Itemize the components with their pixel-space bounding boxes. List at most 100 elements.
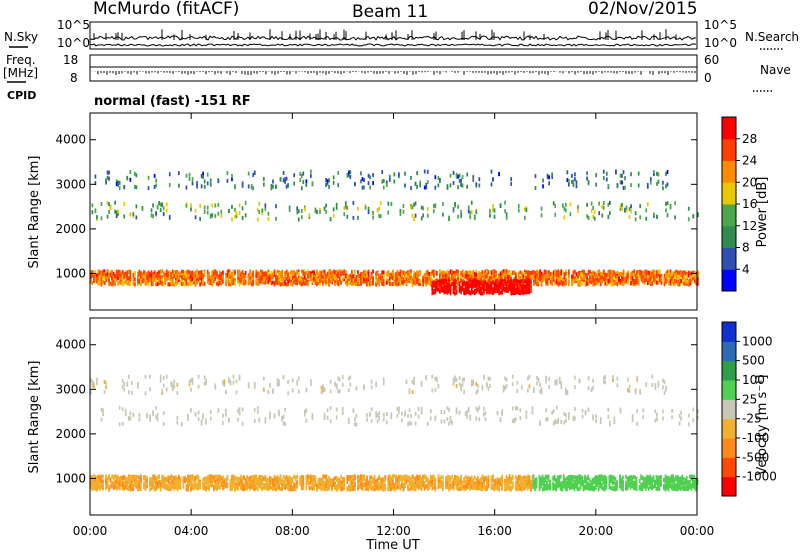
heatmap-cell [310, 277, 312, 282]
heatmap-cell [109, 281, 112, 286]
heatmap-cell [460, 278, 462, 283]
heatmap-cell [404, 278, 406, 283]
heatmap-cell [182, 476, 185, 481]
heatmap-cell [244, 279, 247, 284]
heatmap-cell [231, 277, 233, 282]
heatmap-cell [168, 282, 171, 287]
heatmap-cell [622, 273, 625, 278]
heatmap-cell [432, 282, 435, 287]
heatmap-cell [256, 282, 259, 287]
heatmap-cell [188, 279, 191, 284]
heatmap-cell [442, 270, 444, 275]
heatmap-cell [595, 276, 598, 281]
heatmap-cell [648, 278, 651, 283]
heatmap-cell [347, 170, 350, 175]
heatmap-cell [586, 275, 588, 280]
heatmap-cell [363, 275, 365, 280]
heatmap-cell [572, 280, 575, 285]
heatmap-cell [467, 278, 470, 283]
heatmap-cell [144, 276, 147, 281]
heatmap-cell [153, 479, 156, 484]
heatmap-cell [630, 172, 632, 177]
heatmap-cell [259, 485, 262, 490]
heatmap-cell [401, 270, 403, 275]
heatmap-cell [662, 186, 664, 191]
heatmap-cell [102, 275, 104, 280]
heatmap-cell [446, 275, 449, 280]
heatmap-cell [272, 184, 274, 189]
heatmap-cell [179, 479, 182, 484]
heatmap-cell [124, 485, 127, 490]
heatmap-cell [326, 181, 329, 186]
heatmap-cell [493, 214, 496, 219]
heatmap-cell [99, 477, 101, 482]
heatmap-cell [551, 273, 554, 278]
heatmap-cell [687, 217, 690, 222]
heatmap-cell [454, 270, 456, 275]
heatmap-cell [234, 480, 236, 485]
heatmap-cell [668, 275, 670, 280]
heatmap-cell [134, 478, 136, 483]
heatmap-cell [568, 178, 570, 183]
heatmap-cell [194, 279, 197, 284]
heatmap-cell [437, 287, 440, 292]
heatmap-cell [291, 271, 294, 276]
heatmap-cell [486, 287, 488, 292]
heatmap-cell [127, 476, 130, 481]
heatmap-cell [692, 273, 695, 278]
heatmap-cell [181, 274, 183, 279]
heatmap-cell [587, 180, 590, 185]
heatmap-cell [619, 180, 622, 185]
heatmap-cell [483, 286, 485, 291]
heatmap-cell [241, 281, 244, 286]
heatmap-cell [607, 271, 610, 276]
heatmap-cell [297, 271, 300, 276]
heatmap-cell [645, 272, 648, 277]
heatmap-cell [669, 205, 672, 210]
heatmap-cell [442, 279, 444, 284]
heatmap-cell [401, 278, 403, 283]
heatmap-cell [607, 279, 610, 284]
heatmap-cell [580, 277, 582, 282]
heatmap-cell [115, 486, 118, 491]
heatmap-cell [534, 275, 537, 280]
heatmap-cell [451, 281, 453, 286]
heatmap-cell [439, 179, 441, 184]
heatmap-cell [91, 273, 94, 278]
heatmap-cell [284, 179, 286, 184]
heatmap-cell [470, 209, 473, 214]
heatmap-cell [323, 206, 326, 211]
heatmap-cell [590, 280, 593, 285]
heatmap-cell [370, 281, 373, 286]
heatmap-cell [285, 484, 288, 489]
heatmap-cell [621, 202, 623, 207]
heatmap-cell [425, 277, 428, 282]
heatmap-cell [560, 270, 563, 275]
heatmap-cell [138, 475, 141, 480]
heatmap-cell [310, 271, 312, 276]
heatmap-cell [187, 269, 189, 274]
heatmap-cell [388, 282, 391, 287]
heatmap-cell [657, 276, 660, 281]
heatmap-cell [592, 271, 594, 276]
heatmap-cell [446, 269, 449, 274]
heatmap-cell [367, 271, 370, 276]
heatmap-cell [410, 272, 412, 277]
heatmap-cell [561, 282, 564, 287]
heatmap-cell [97, 480, 100, 485]
heatmap-cell [108, 282, 110, 287]
heatmap-cell [366, 271, 368, 276]
heatmap-cell [593, 278, 596, 283]
heatmap-cell [156, 481, 159, 486]
heatmap-cell [287, 279, 289, 284]
heatmap-cell [138, 486, 141, 491]
heatmap-cell [288, 276, 291, 281]
heatmap-cell [158, 480, 160, 485]
heatmap-cell [605, 273, 608, 278]
heatmap-cell [231, 477, 233, 482]
heatmap-cell [352, 274, 355, 279]
heatmap-cell [285, 475, 288, 480]
heatmap-cell [652, 170, 655, 175]
heatmap-cell [478, 280, 481, 285]
heatmap-cell [475, 210, 478, 215]
